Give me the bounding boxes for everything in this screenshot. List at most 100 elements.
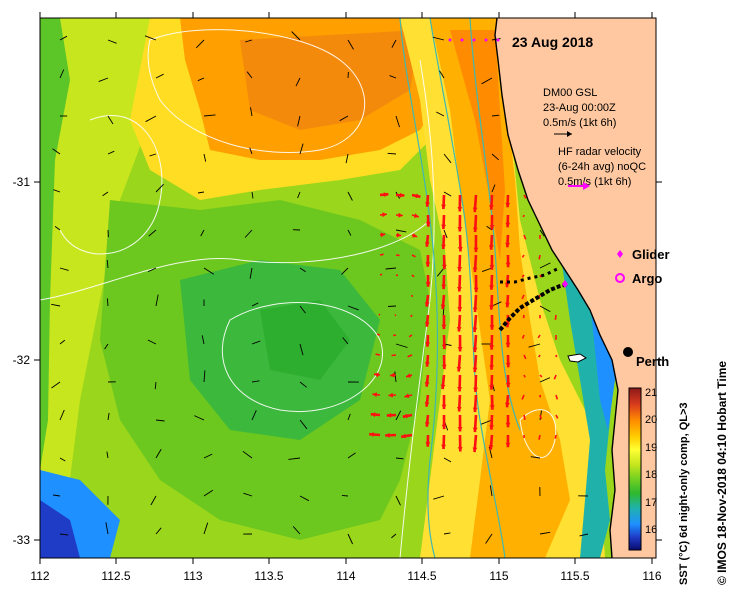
colorbar-tick-label: 21 xyxy=(645,387,657,399)
colorbar-ticks: 21 20 19 18 17 16 xyxy=(645,387,657,536)
radar-vector xyxy=(521,294,525,300)
radar-vector xyxy=(539,374,543,378)
radar-vector xyxy=(522,214,525,218)
radar-vector xyxy=(523,234,527,240)
model-vector xyxy=(491,38,501,41)
colorbar-tick-label: 16 xyxy=(645,524,657,536)
model-vector xyxy=(251,380,260,383)
radar-vector-head xyxy=(415,193,421,199)
radar-vector xyxy=(407,354,413,358)
model-vector xyxy=(539,377,551,383)
model-vector xyxy=(395,343,408,348)
radar-vector-head xyxy=(505,202,511,208)
radar-vector-head xyxy=(425,262,431,267)
radar-vector-head xyxy=(505,362,511,368)
colorbar-tick-label: 18 xyxy=(645,469,657,481)
model-vector xyxy=(299,143,304,155)
model-vector xyxy=(443,532,451,535)
radar-vector xyxy=(553,374,557,380)
radar-vector-head xyxy=(472,367,478,373)
model-vector xyxy=(491,114,500,117)
radar-vector xyxy=(538,354,541,358)
model-vector xyxy=(197,77,205,82)
model-vector xyxy=(297,191,301,199)
y-tick-label: -32 xyxy=(13,353,31,367)
radar-vector-head xyxy=(401,433,406,439)
model-vector xyxy=(144,35,157,41)
model-vector xyxy=(251,410,257,421)
radar-vector-head xyxy=(398,212,403,218)
model-vector xyxy=(394,371,397,383)
sst-contours xyxy=(40,29,557,558)
radar-vector-head xyxy=(441,204,446,210)
glider-diamond-icon xyxy=(617,250,623,258)
radar-vector-head xyxy=(380,232,386,238)
model-vector xyxy=(106,298,109,307)
model-vector xyxy=(147,339,157,345)
radar-vector-head xyxy=(505,442,511,448)
model-vector xyxy=(395,457,404,460)
radar-vector-head xyxy=(489,265,495,270)
radar-vector-head xyxy=(425,342,430,347)
radar-vector xyxy=(395,254,400,257)
radar-vector-head xyxy=(369,432,374,437)
model-vector xyxy=(299,381,307,388)
model-vector xyxy=(243,492,253,497)
radar-vector-head xyxy=(390,372,395,378)
radar-vector-head xyxy=(489,225,495,230)
x-tick-label: 113 xyxy=(183,569,202,583)
x-tick-label: 113.5 xyxy=(254,569,283,583)
sst-west-band xyxy=(40,18,170,558)
model-vector xyxy=(195,39,205,49)
colorbar-tick-label: 19 xyxy=(645,442,657,454)
sst-leeuwin-orange xyxy=(430,18,570,558)
radar-vector xyxy=(554,314,557,320)
radar-averaging: (6-24h avg) noQC xyxy=(558,161,646,173)
radar-vector xyxy=(375,353,381,356)
model-vector xyxy=(203,522,209,535)
model-vector xyxy=(251,340,261,345)
glider-path-top xyxy=(448,38,500,42)
radar-vector-head xyxy=(488,445,494,450)
radar-vector-head xyxy=(441,344,447,350)
model-vector xyxy=(299,419,308,430)
radar-vector-head xyxy=(457,227,463,232)
radar-vector-head xyxy=(372,392,377,397)
model-vector xyxy=(59,267,69,271)
glider-label: Glider xyxy=(632,247,670,262)
island-outline xyxy=(567,353,587,363)
radar-vector xyxy=(376,333,381,336)
radar-vector-head xyxy=(424,242,430,247)
radar-vector xyxy=(379,273,383,276)
model-vector xyxy=(345,153,349,164)
radar-vector-head xyxy=(505,422,511,428)
model-vector xyxy=(203,267,215,275)
model-vector xyxy=(107,412,110,421)
model-vector xyxy=(59,457,66,462)
radar-vector-head xyxy=(441,284,447,290)
model-vector xyxy=(200,229,205,237)
radar-vector-head xyxy=(406,373,411,378)
radar-vector-head xyxy=(424,422,430,427)
radar-vector-head xyxy=(489,205,494,210)
model-vector xyxy=(436,267,445,277)
colorbar: 21 20 19 18 17 16 SST (°C) 6d night-only… xyxy=(628,387,690,585)
model-vector xyxy=(439,70,445,79)
model-vector xyxy=(299,343,304,356)
y-tick-label: -33 xyxy=(13,533,31,547)
radar-vector xyxy=(523,414,526,420)
credit-label: © IMOS 18-Nov-2018 04:10 Hobart Time xyxy=(715,361,729,585)
radar-vector xyxy=(411,274,415,278)
radar-vector-head xyxy=(424,382,430,387)
radar-vector-head xyxy=(489,365,494,370)
model-vector xyxy=(155,419,165,422)
radar-vector-head xyxy=(425,222,431,227)
x-tick-label: 112.5 xyxy=(101,569,130,583)
model-vector xyxy=(102,191,109,197)
model-vector xyxy=(432,36,445,41)
model-vector xyxy=(387,152,397,155)
model-vector xyxy=(342,337,349,345)
model-vector xyxy=(147,267,157,273)
model-vector xyxy=(297,115,301,127)
